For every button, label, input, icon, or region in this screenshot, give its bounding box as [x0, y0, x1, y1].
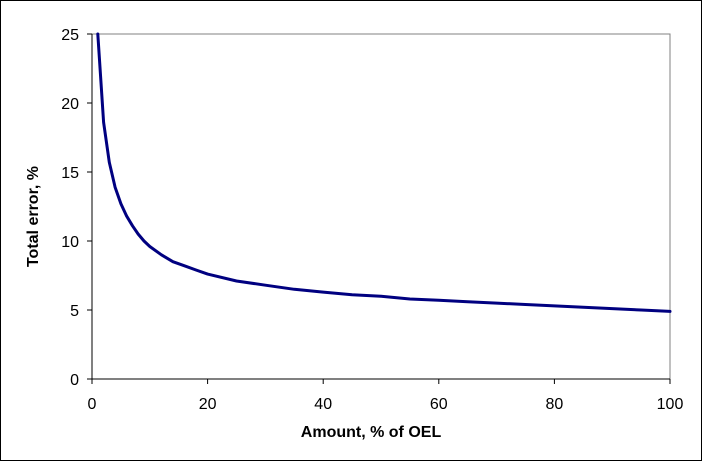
x-axis-ticks: 0 20 40 60 80 100	[88, 378, 684, 413]
x-tick-label: 20	[199, 396, 217, 413]
y-tick-label: 20	[61, 96, 79, 113]
x-tick-label: 60	[430, 396, 448, 413]
series-line	[96, 32, 672, 313]
y-tick-label: 0	[70, 372, 79, 389]
y-tick-label: 10	[61, 234, 79, 251]
x-tick-label: 100	[657, 396, 684, 413]
y-axis-ticks: 0 5 10 15 20 25	[61, 27, 93, 389]
x-axis-title: Amount, % of OEL	[301, 424, 442, 441]
y-axis-title: Total error, %	[25, 166, 42, 267]
x-tick-label: 0	[88, 396, 97, 413]
y-tick-label: 5	[70, 303, 79, 320]
x-tick-label: 40	[314, 396, 332, 413]
plot-area	[91, 33, 671, 380]
y-tick-label: 15	[61, 165, 79, 182]
x-tick-label: 80	[546, 396, 564, 413]
y-tick-label: 25	[61, 27, 79, 44]
